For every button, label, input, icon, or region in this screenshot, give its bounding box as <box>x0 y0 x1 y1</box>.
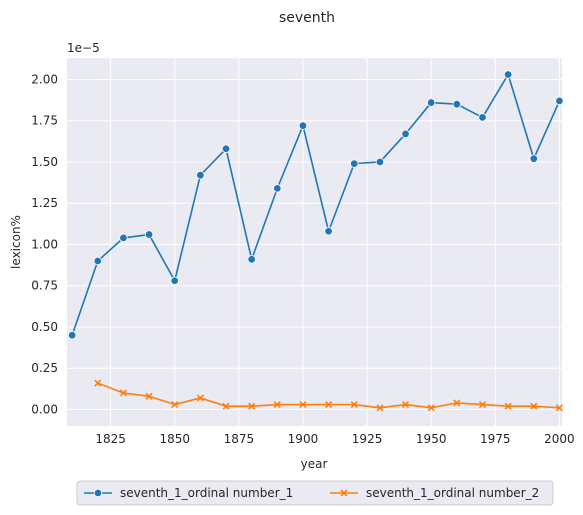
legend-label-series-1: seventh_1_ordinal number_1 <box>120 486 293 500</box>
series-2-point <box>299 400 307 409</box>
y-scale-label: 1e−5 <box>67 41 100 55</box>
series-2-point <box>196 394 204 402</box>
series-2-point <box>171 400 179 409</box>
x-tick-label: 1850 <box>159 432 190 446</box>
series-1-point <box>67 331 77 340</box>
series-2-point <box>350 400 358 409</box>
series-1-point <box>196 170 205 180</box>
y-tick-label: 0.25 <box>31 361 58 375</box>
series-1-point <box>247 255 256 264</box>
series-1-point <box>298 121 308 130</box>
series-2-point <box>427 404 435 412</box>
series-1-point <box>93 256 102 266</box>
y-axis-label: lexicon% <box>9 215 23 269</box>
series-1-point <box>170 276 179 285</box>
y-tick-label: 0.50 <box>31 320 58 334</box>
series-1-point <box>324 227 333 236</box>
series-2-point <box>325 400 333 409</box>
series-2-point <box>478 400 487 409</box>
series-1-point <box>350 159 359 168</box>
x-tick-label: 1900 <box>288 432 319 446</box>
series-1-point <box>119 233 128 243</box>
series-2-point <box>555 404 564 412</box>
y-tick-label: 1.25 <box>31 196 58 210</box>
legend-marker-series-2 <box>340 489 348 497</box>
series-2-point <box>94 379 102 387</box>
series-1-point <box>273 184 282 193</box>
chart-title: seventh <box>279 10 335 26</box>
series-2-point <box>119 389 127 397</box>
series-1-point <box>452 100 462 109</box>
series-2-point <box>401 400 410 409</box>
series-1-point <box>503 70 513 79</box>
series-1-point <box>555 96 564 106</box>
y-tick-labels: 0.00 0.25 0.50 0.75 1.00 1.25 1.50 1.75 2.00 <box>31 72 58 416</box>
legend-label-series-2: seventh_1_ordinal number_2 <box>366 486 539 500</box>
x-tick-label: 1975 <box>480 432 511 446</box>
x-tick-label: 1925 <box>352 432 383 446</box>
y-tick-label: 1.75 <box>31 114 58 128</box>
legend: seventh_1_ordinal number_1 seventh_1_ord… <box>76 480 554 506</box>
y-tick-label: 1.50 <box>31 155 58 169</box>
x-tick-label: 1875 <box>224 432 255 446</box>
series-2-point <box>222 402 230 410</box>
series-1-point <box>401 129 410 139</box>
x-axis-label: year <box>301 457 328 471</box>
legend-frame <box>76 480 554 506</box>
series-1-point <box>426 98 436 107</box>
y-tick-label: 0.75 <box>31 279 58 293</box>
series-2-point <box>504 402 512 410</box>
series-1-point <box>478 113 487 122</box>
series-1-line <box>71 73 561 336</box>
series-2-point <box>273 400 281 409</box>
series-layer <box>67 70 564 412</box>
series-1-point <box>221 144 231 153</box>
series-2-point <box>453 399 461 407</box>
x-tick-labels: 1825 1850 1875 1900 1925 1950 1975 2000 <box>95 432 574 446</box>
legend-marker-series-1 <box>93 488 103 498</box>
x-tick-label: 2000 <box>544 432 575 446</box>
series-1-point <box>529 154 538 163</box>
x-tick-label: 1950 <box>416 432 447 446</box>
series-2-point <box>145 392 153 400</box>
series-1-point <box>375 157 385 167</box>
series-2-point <box>248 402 256 410</box>
y-tick-label: 1.00 <box>31 237 58 251</box>
series-2-point <box>530 402 538 410</box>
x-tick-label: 1825 <box>95 432 126 446</box>
y-tick-label: 2.00 <box>31 72 58 86</box>
grid <box>67 58 562 426</box>
series-1-point <box>144 230 154 239</box>
series-2-point <box>376 404 384 412</box>
plot-area <box>67 58 562 426</box>
y-tick-label: 0.00 <box>31 402 58 416</box>
